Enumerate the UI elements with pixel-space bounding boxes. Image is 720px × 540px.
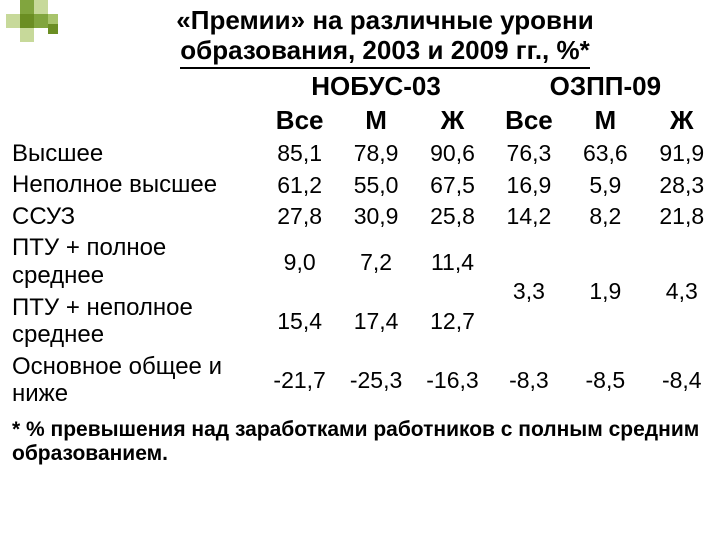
cell: -8,4 <box>644 351 720 410</box>
decoration-square <box>34 0 48 14</box>
cell: 8,2 <box>567 201 643 233</box>
decoration-square <box>48 24 58 34</box>
cell: 76,3 <box>491 138 567 170</box>
cell: 21,8 <box>644 201 720 233</box>
table-row: Высшее85,178,990,676,363,691,9 <box>0 138 720 170</box>
data-table: НОБУС-03 ОЗПП-09 Все М Ж Все М Ж Высшее8… <box>0 70 720 410</box>
cell: -8,3 <box>491 351 567 410</box>
sub-header: Все <box>261 104 337 138</box>
decoration-square <box>6 14 20 28</box>
sub-header: М <box>338 104 414 138</box>
cell: 15,4 <box>261 292 337 351</box>
cell: 63,6 <box>567 138 643 170</box>
cell: 9,0 <box>261 232 337 291</box>
cell: 28,3 <box>644 169 720 201</box>
cell: -25,3 <box>338 351 414 410</box>
cell: 16,9 <box>491 169 567 201</box>
row-label: ПТУ + неполноесреднее <box>0 292 261 351</box>
cell: 30,9 <box>338 201 414 233</box>
cell: 7,2 <box>338 232 414 291</box>
cell: 27,8 <box>261 201 337 233</box>
cell: 3,3 <box>491 232 567 350</box>
table-row: ПТУ + полноесреднее 9,0 7,2 11,4 3,3 1,9… <box>0 232 720 291</box>
table-row: Неполное высшее61,255,067,516,95,928,3 <box>0 169 720 201</box>
sub-header: Ж <box>414 104 490 138</box>
row-label: ПТУ + полноесреднее <box>0 232 261 291</box>
cell: 11,4 <box>414 232 490 291</box>
cell: -21,7 <box>261 351 337 410</box>
sub-header: М <box>567 104 643 138</box>
cell: 12,7 <box>414 292 490 351</box>
row-label: ССУЗ <box>0 201 261 233</box>
table-row: Основное общее иниже -21,7 -25,3 -16,3 -… <box>0 351 720 410</box>
table-row: ССУЗ27,830,925,814,28,221,8 <box>0 201 720 233</box>
group-header-1: НОБУС-03 <box>261 70 490 104</box>
decoration-square <box>20 28 34 42</box>
cell: 90,6 <box>414 138 490 170</box>
cell: 17,4 <box>338 292 414 351</box>
cell: 25,8 <box>414 201 490 233</box>
row-label: Высшее <box>0 138 261 170</box>
title-line-1: «Премии» на различные уровни <box>176 5 593 35</box>
corner-decoration <box>0 0 120 50</box>
cell: 5,9 <box>567 169 643 201</box>
sub-header: Ж <box>644 104 720 138</box>
cell: 78,9 <box>338 138 414 170</box>
group-header-2: ОЗПП-09 <box>491 70 720 104</box>
cell: 55,0 <box>338 169 414 201</box>
cell: -16,3 <box>414 351 490 410</box>
cell: -8,5 <box>567 351 643 410</box>
cell: 61,2 <box>261 169 337 201</box>
decoration-square <box>34 14 48 28</box>
row-label: Неполное высшее <box>0 169 261 201</box>
sub-header: Все <box>491 104 567 138</box>
table-sub-header-row: Все М Ж Все М Ж <box>0 104 720 138</box>
decoration-square <box>48 14 58 24</box>
table-group-header-row: НОБУС-03 ОЗПП-09 <box>0 70 720 104</box>
cell: 85,1 <box>261 138 337 170</box>
cell: 14,2 <box>491 201 567 233</box>
footnote: * % превышения над заработками работнико… <box>0 410 720 466</box>
cell: 4,3 <box>644 232 720 350</box>
title-line-2: образования, 2003 и 2009 гг., %* <box>180 35 589 69</box>
decoration-square <box>20 14 34 28</box>
decoration-square <box>20 0 34 14</box>
cell: 67,5 <box>414 169 490 201</box>
cell: 1,9 <box>567 232 643 350</box>
row-label: Основное общее иниже <box>0 351 261 410</box>
cell: 91,9 <box>644 138 720 170</box>
